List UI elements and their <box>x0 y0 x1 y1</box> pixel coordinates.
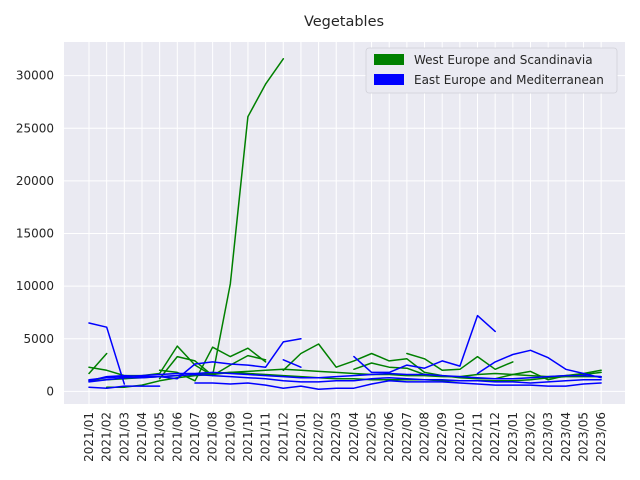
x-tick-label: 2021/03 <box>117 412 131 462</box>
plot-background <box>64 42 625 404</box>
x-tick-label: 2022/01 <box>294 412 308 462</box>
x-tick-label: 2023/06 <box>594 412 608 462</box>
series-line-west-3 <box>158 58 285 380</box>
series-line-east-9 <box>88 338 302 382</box>
y-tick-label: 30000 <box>16 69 54 83</box>
x-tick-label: 2023/05 <box>576 412 590 462</box>
series-line-east-13 <box>476 349 602 379</box>
series-lines <box>88 58 602 391</box>
legend-box <box>365 47 618 94</box>
legend-label-west: West Europe and Scandinavia <box>414 53 593 67</box>
grid <box>64 42 625 404</box>
x-tick-label: 2022/07 <box>400 412 414 462</box>
legend: West Europe and Scandinavia East Europe … <box>365 47 618 94</box>
x-tick-label: 2022/10 <box>453 412 467 462</box>
x-tick-label: 2021/11 <box>259 412 273 462</box>
series-line-east-14 <box>88 373 602 384</box>
x-tick-label: 2023/01 <box>506 412 520 462</box>
x-tick-label: 2021/01 <box>82 412 96 462</box>
x-tick-label: 2021/07 <box>188 412 202 462</box>
x-tick-label: 2021/04 <box>135 412 149 462</box>
x-tick-label: 2021/02 <box>100 412 114 462</box>
legend-label-east: East Europe and Mediterranean <box>414 73 604 87</box>
x-tick-label: 2021/09 <box>223 412 237 462</box>
x-tick-label: 2021/12 <box>276 412 290 462</box>
x-tick-label: 2021/06 <box>170 412 184 462</box>
y-tick-labels: 0 5000 10000 15000 20000 25000 30000 <box>16 69 54 399</box>
series-line-east-7 <box>88 322 126 385</box>
x-tick-label: 2022/12 <box>488 412 502 462</box>
x-tick-label: 2022/02 <box>312 412 326 462</box>
legend-swatch-east <box>374 74 404 85</box>
series-line-west-1 <box>88 346 514 382</box>
x-tick-label: 2023/04 <box>559 412 573 462</box>
y-tick-label: 20000 <box>16 174 54 188</box>
series-line-east-12 <box>282 314 496 374</box>
x-tick-label: 2021/08 <box>206 412 220 462</box>
series-line-east-11 <box>88 371 602 381</box>
y-tick-label: 0 <box>46 384 54 398</box>
series-line-west-6 <box>105 371 602 388</box>
x-tick-label: 2022/08 <box>418 412 432 462</box>
x-tick-label: 2022/06 <box>382 412 396 462</box>
x-tick-label: 2022/04 <box>347 412 361 462</box>
x-tick-label: 2021/05 <box>153 412 167 462</box>
y-tick-label: 10000 <box>16 279 54 293</box>
chart-title: Vegetables <box>304 14 384 30</box>
x-tick-label: 2022/05 <box>365 412 379 462</box>
x-tick-label: 2022/03 <box>329 412 343 462</box>
x-tick-label: 2023/02 <box>524 412 538 462</box>
y-tick-label: 5000 <box>23 332 54 346</box>
legend-swatch-west <box>374 54 404 65</box>
x-tick-label: 2021/10 <box>241 412 255 462</box>
x-tick-label: 2023/03 <box>541 412 555 462</box>
x-tick-label: 2022/11 <box>471 412 485 462</box>
series-line-west-2 <box>88 345 426 377</box>
x-tick-labels: 2021/01 2021/02 2021/03 2021/04 2021/05 2021/… <box>82 412 608 462</box>
y-tick-label: 15000 <box>16 227 54 241</box>
y-tick-label: 25000 <box>16 121 54 135</box>
x-tick-label: 2022/09 <box>435 412 449 462</box>
series-line-east-10 <box>194 380 602 391</box>
series-line-east-8 <box>88 385 161 389</box>
